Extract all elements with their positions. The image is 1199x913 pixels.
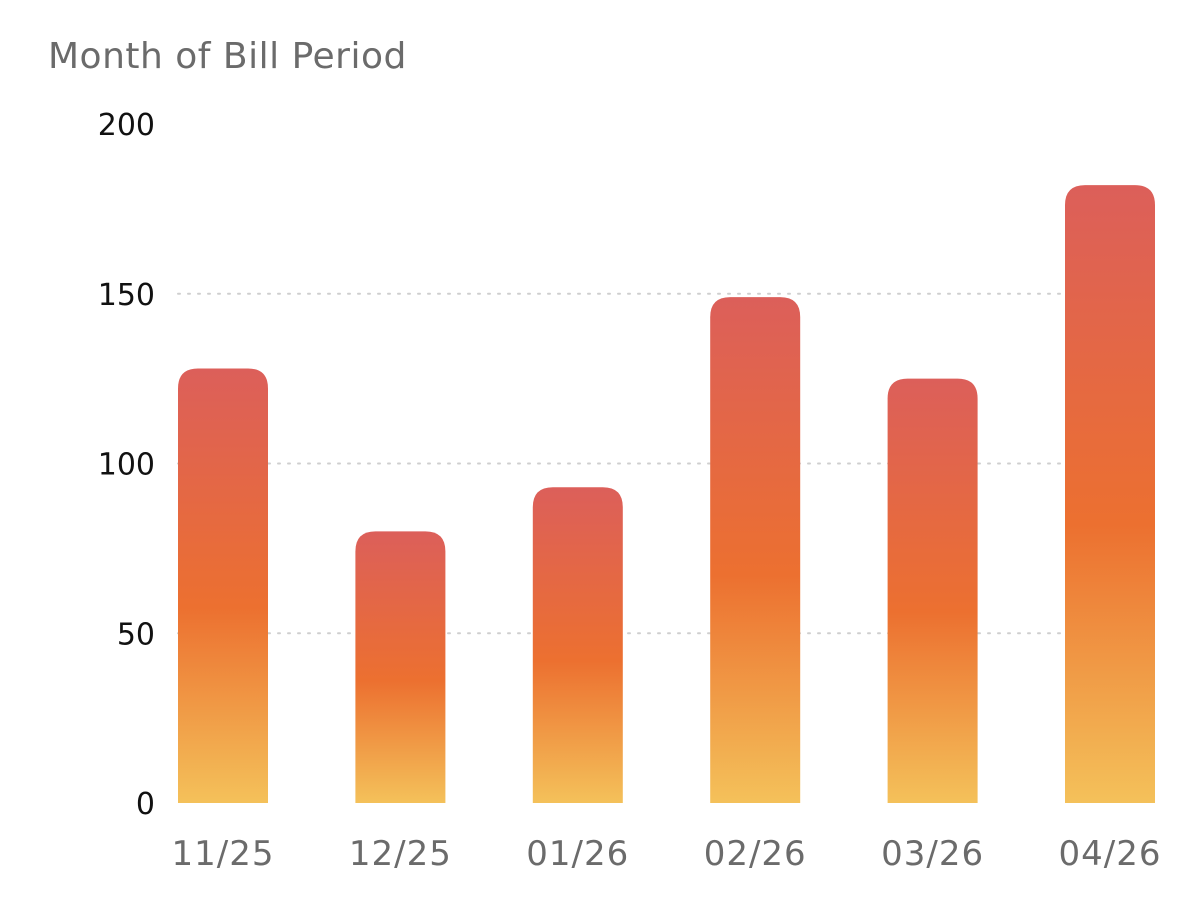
bar-04-26[interactable] xyxy=(1065,185,1155,804)
bar-12-25[interactable] xyxy=(355,531,446,803)
bar-03-26[interactable] xyxy=(887,378,978,803)
bar-11-25[interactable] xyxy=(178,368,268,803)
y-tick-label: 50 xyxy=(117,617,155,652)
y-tick-label: 150 xyxy=(98,278,155,313)
x-tick-label: 02/26 xyxy=(704,834,807,874)
x-axis-ticks: 11/25 12/25 01/26 02/26 03/26 04/26 xyxy=(172,834,1162,874)
x-tick-label: 04/26 xyxy=(1059,834,1162,874)
y-axis-ticks: 0 50 100 150 200 xyxy=(98,108,155,822)
y-tick-label: 100 xyxy=(98,448,155,483)
x-tick-label: 12/25 xyxy=(349,834,452,874)
bar-02-26[interactable] xyxy=(710,297,801,803)
x-tick-label: 03/26 xyxy=(881,834,984,874)
bar-01-26[interactable] xyxy=(532,487,623,803)
chart-title: Month of Bill Period xyxy=(48,36,407,77)
y-tick-label: 200 xyxy=(98,108,155,143)
bars xyxy=(178,185,1155,804)
x-tick-label: 01/26 xyxy=(526,834,629,874)
y-tick-label: 0 xyxy=(136,787,155,822)
x-tick-label: 11/25 xyxy=(172,834,275,874)
